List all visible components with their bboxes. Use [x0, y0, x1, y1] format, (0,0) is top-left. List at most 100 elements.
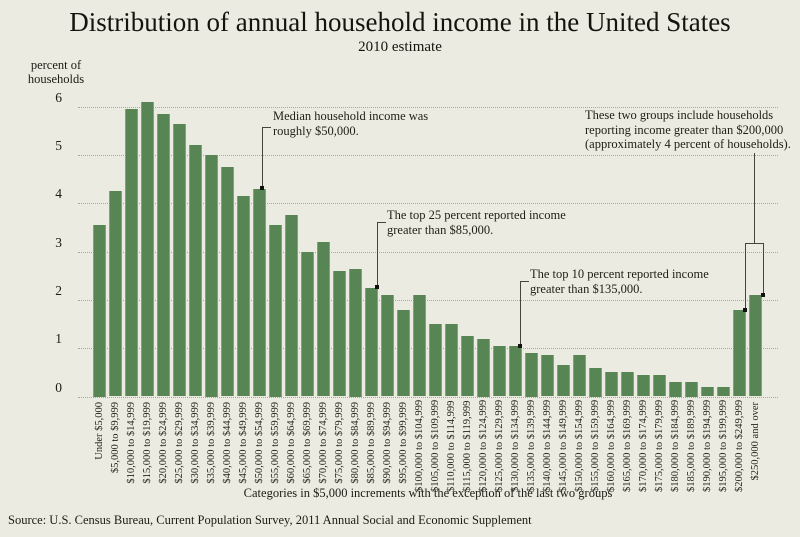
bar — [172, 123, 186, 397]
x-axis-label: $55,000 to $59,999 — [269, 402, 281, 484]
annotation-top-two-groups: These two groups include households repo… — [585, 108, 797, 152]
gridline — [78, 396, 778, 398]
annotation-top-two-groups-line1: These two groups include households — [585, 108, 774, 122]
x-axis-label: $65,000 to $69,999 — [301, 402, 313, 484]
bar — [124, 109, 138, 397]
x-axis-label: $150,000 to $154,999 — [573, 399, 585, 492]
bar — [300, 251, 314, 397]
x-axis-label: $95,000 to $99,999 — [397, 402, 409, 484]
bar — [460, 336, 474, 397]
bar — [668, 382, 682, 397]
x-axis-label: $15,000 to $19,999 — [141, 402, 153, 484]
annotation-top-two-groups-line2: reporting income greater than $200,000 — [585, 122, 784, 137]
x-axis-label: $60,000 to $64,999 — [285, 402, 297, 484]
x-axis-label: $100,000 to $104,999 — [413, 399, 425, 492]
gridline — [78, 106, 778, 108]
bar — [92, 225, 106, 397]
annotation-top-two-groups-bracket-top — [745, 243, 764, 244]
annotation-top-two-groups-bracket-left-leg — [745, 243, 746, 309]
bar — [380, 295, 394, 397]
gridline — [78, 155, 778, 156]
x-axis-label: $5,000 to $9,999 — [109, 402, 121, 474]
annotation-top10-line1: The top 10 percent reported income — [530, 267, 709, 281]
x-axis-label: $80,000 to $84,999 — [349, 402, 361, 484]
y-axis-unit-label-line2: households — [27, 72, 85, 86]
bar — [588, 367, 602, 397]
annotation-top-two-groups-connector-line — [754, 153, 755, 243]
annotation-top-two-groups-line3: (approximately 4 percent of households). — [585, 137, 791, 152]
bar — [540, 355, 554, 397]
annotation-median-line2: roughly $50,000. — [273, 123, 359, 138]
annotation-top-two-groups-marker-dot-left — [743, 308, 747, 312]
gridline — [78, 203, 778, 205]
annotation-top25-line2: greater than $85,000. — [387, 222, 494, 237]
x-axis-label: $120,000 to $124,999 — [477, 399, 489, 492]
x-axis-label: $35,000 to $39,999 — [205, 402, 217, 484]
annotation-top10-line2: greater than $135,000. — [530, 281, 643, 296]
bar — [716, 386, 730, 397]
bar — [652, 374, 666, 397]
x-axis-label: $165,000 to $169,999 — [621, 399, 633, 492]
annotation-median: Median household income was roughly $50,… — [273, 109, 473, 138]
annotation-top25-connector-line — [377, 222, 378, 287]
annotation-median-connector-stub — [262, 127, 271, 128]
x-axis-label: $115,000 to $119,999 — [461, 400, 473, 492]
y-tick-label: 1 — [55, 331, 62, 347]
annotation-median-line1: Median household income was — [273, 109, 429, 123]
bar — [572, 355, 586, 397]
bar — [140, 101, 154, 397]
annotation-top25-marker-dot — [375, 285, 379, 289]
x-axis-label: $170,000 to $174,999 — [637, 399, 649, 492]
bar — [156, 113, 170, 397]
annotation-top-two-groups-bracket-right-leg — [763, 243, 764, 295]
x-axis-label: $160,000 to $164,999 — [605, 399, 617, 492]
annotation-top25-line1: The top 25 percent reported income — [387, 208, 566, 222]
bar — [556, 365, 570, 397]
source-note: Source: U.S. Census Bureau, Current Popu… — [8, 513, 532, 527]
bar — [108, 191, 122, 397]
x-axis-label: $75,000 to $79,999 — [333, 402, 345, 484]
x-axis-label: $70,000 to $74,999 — [317, 402, 329, 484]
annotation-top10-marker-dot — [518, 344, 522, 348]
bar — [284, 215, 298, 397]
y-axis-unit-label-line1: percent of — [30, 58, 82, 72]
x-axis-label: $195,000 to $199,999 — [717, 399, 729, 492]
bar — [236, 196, 250, 397]
bar — [220, 167, 234, 397]
x-axis-label: $90,000 to $94,999 — [381, 402, 393, 484]
y-tick-label: 6 — [55, 89, 62, 105]
x-axis-label: $175,000 to $179,999 — [653, 399, 665, 492]
x-axis-label: $125,000 to $129,999 — [493, 399, 505, 492]
y-tick-label: 3 — [55, 234, 62, 250]
bar — [636, 374, 650, 397]
bar — [508, 345, 522, 397]
bar — [268, 225, 282, 397]
x-axis-label: $250,000 and over — [749, 402, 761, 481]
x-axis-label: $50,000 to $54,999 — [253, 402, 265, 484]
bar — [748, 295, 762, 397]
x-axis-label: $180,000 to $184,999 — [669, 399, 681, 492]
x-axis-label: $110,000 to $114,999 — [445, 400, 457, 492]
x-axis-label: $20,000 to $24,999 — [157, 402, 169, 484]
annotation-top25: The top 25 percent reported income great… — [387, 208, 597, 237]
bar — [396, 309, 410, 397]
annotation-top25-connector-stub — [377, 222, 386, 223]
bar — [364, 287, 378, 397]
bar — [204, 155, 218, 397]
x-axis-label: $155,000 to $159,999 — [589, 399, 601, 492]
x-axis-label: Under $5,000 — [93, 402, 105, 460]
bar — [428, 324, 442, 397]
x-axis-label: $135,000 to $139,999 — [525, 399, 537, 492]
x-axis-caption: Categories in $5,000 increments with the… — [243, 486, 613, 500]
bar — [444, 324, 458, 397]
bar — [732, 309, 746, 397]
bar — [524, 353, 538, 397]
y-axis-unit-label: percent of households — [18, 58, 94, 86]
gridline — [78, 348, 778, 350]
bar — [476, 338, 490, 397]
x-axis-label: $140,000 to $144,999 — [541, 399, 553, 492]
x-axis-label: $105,000 to $109,999 — [429, 399, 441, 492]
chart-subtitle: 2010 estimate — [358, 39, 442, 55]
x-axis-label: $190,000 to $194,999 — [701, 399, 713, 492]
annotation-top10-connector-stub — [520, 281, 529, 282]
